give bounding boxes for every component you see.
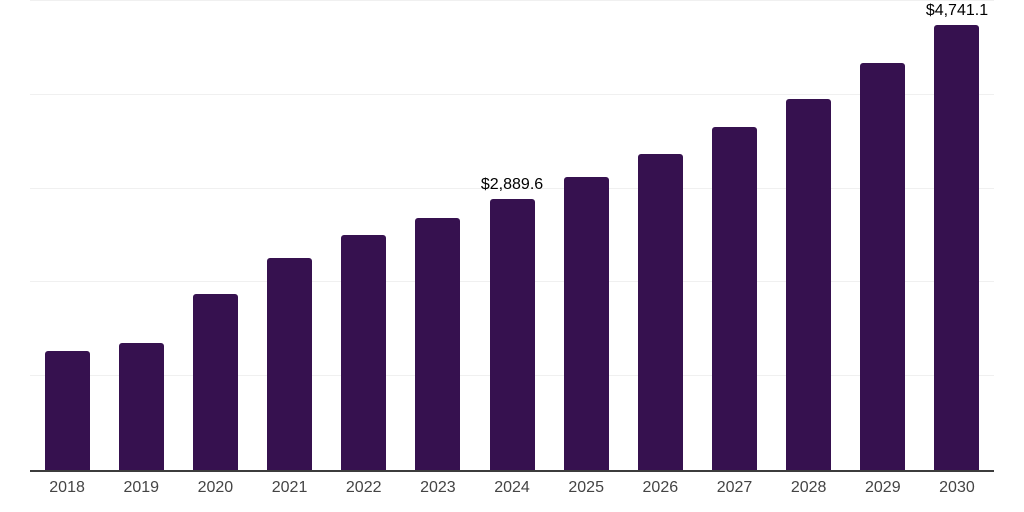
x-tick-2023: 2023	[420, 479, 456, 496]
gridline-5000	[30, 0, 994, 1]
x-tick-2030: 2030	[939, 479, 975, 496]
bar-2023	[415, 218, 461, 470]
x-tick-2019: 2019	[123, 479, 160, 496]
bar-2019	[118, 343, 164, 470]
x-tick-2022: 2022	[345, 479, 382, 496]
bar-2021	[267, 257, 313, 470]
gridline-3000	[30, 187, 994, 189]
bar-slot-2018	[30, 1, 104, 470]
bar-slot-2023	[401, 1, 475, 470]
data-label-2030: $4,741.1	[925, 2, 989, 20]
x-tick-2020: 2020	[197, 479, 234, 496]
bar-2024	[489, 198, 535, 470]
bar-slot-2027	[697, 1, 771, 470]
plot-area: $2,889.6 $4,741.1	[30, 0, 994, 472]
x-tick-2018: 2018	[49, 479, 85, 496]
bar-2030	[934, 25, 980, 470]
bar-slot-2022	[327, 1, 401, 470]
bar-slot-2020	[178, 1, 252, 470]
bar-2025	[563, 177, 609, 470]
x-tick-2027: 2027	[716, 479, 753, 496]
bar-slot-2024: $2,889.6	[475, 1, 549, 470]
data-label-2024: $2,889.6	[480, 175, 544, 193]
x-axis-line	[30, 470, 994, 472]
x-tick-2026: 2026	[642, 479, 679, 496]
x-tick-2028: 2028	[790, 479, 827, 496]
bar-2027	[711, 126, 757, 470]
bar-2028	[786, 98, 832, 470]
bar-slot-2025	[549, 1, 623, 470]
gridline-4000	[30, 93, 994, 95]
bar-slot-2021	[252, 1, 326, 470]
bar-2029	[860, 62, 906, 470]
bar-slot-2028	[772, 1, 846, 470]
x-tick-2024: 2024	[494, 479, 530, 496]
bar-slot-2030: $4,741.1	[920, 1, 994, 470]
bar-2020	[192, 294, 238, 470]
bar-slot-2026	[623, 1, 697, 470]
bar-2018	[44, 351, 90, 470]
bar-slot-2029	[846, 1, 920, 470]
bar-2022	[341, 235, 387, 470]
x-tick-2029: 2029	[865, 479, 901, 496]
bars-container: $2,889.6 $4,741.1	[30, 1, 994, 470]
x-tick-2025: 2025	[568, 479, 604, 496]
bar-slot-2019	[104, 1, 178, 470]
x-tick-2021: 2021	[271, 479, 308, 496]
x-axis-labels: 2018 2019 2020 2021 2022 2023 2024 2025 2026 2027…	[30, 479, 994, 497]
bar-2026	[637, 153, 683, 470]
